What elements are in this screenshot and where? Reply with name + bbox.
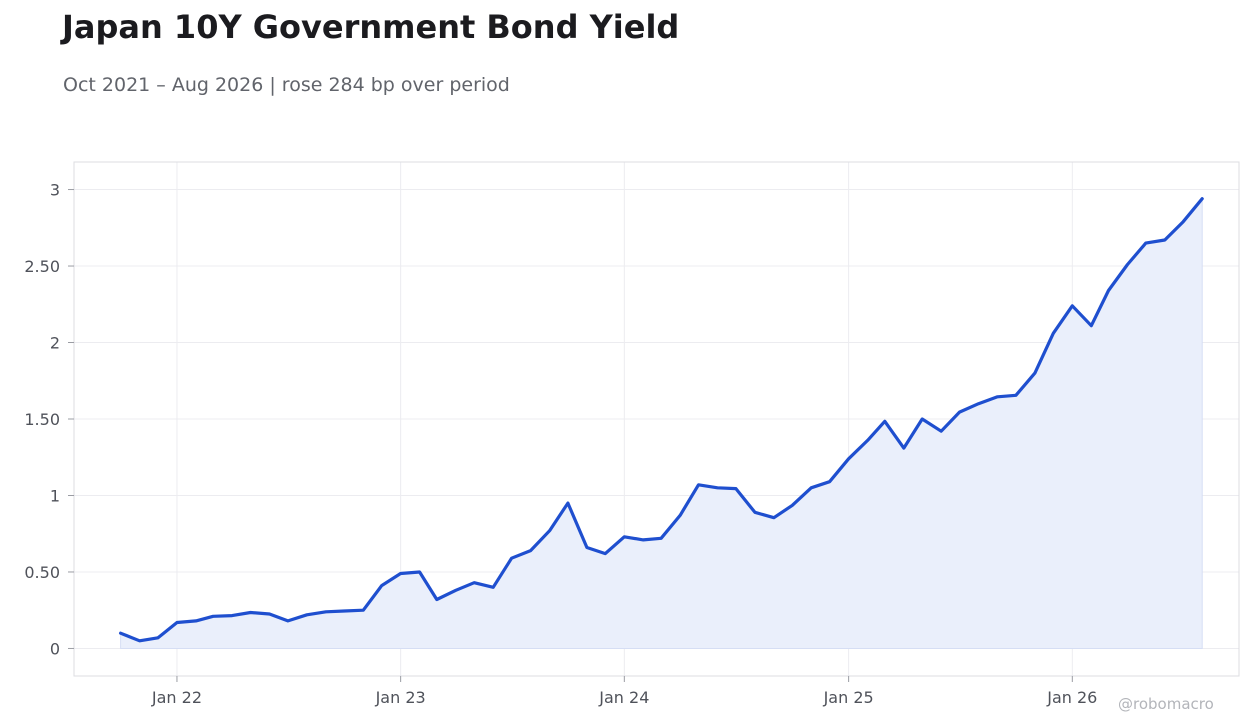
y-tick-label: 3: [50, 181, 60, 200]
y-axis-ticks: 0 0.50 1 1.50 2 2.50 3: [24, 181, 74, 658]
source-credit: @robomacro: [1118, 695, 1214, 713]
y-tick-label: 1.50: [24, 410, 60, 429]
y-tick-label: 2: [50, 334, 60, 353]
y-tick-label: 2.50: [24, 257, 60, 276]
x-tick-label: Jan 23: [375, 688, 426, 707]
yield-series-line: [119, 197, 1204, 643]
x-tick-label: Jan 22: [151, 688, 202, 707]
y-tick-label: 1: [50, 486, 60, 505]
chart-title: Japan 10Y Government Bond Yield: [62, 8, 680, 46]
y-tick-label: 0.50: [24, 563, 60, 582]
x-tick-label: Jan 25: [823, 688, 874, 707]
x-tick-label: Jan 24: [598, 688, 649, 707]
x-tick-label: Jan 26: [1046, 688, 1097, 707]
y-tick-label: 0: [50, 639, 60, 658]
chart-subtitle: Oct 2021 – Aug 2026 | rose 284 bp over p…: [63, 74, 510, 96]
x-axis-ticks: Jan 22 Jan 23 Jan 24 Jan 25 Jan 26: [151, 676, 1097, 707]
